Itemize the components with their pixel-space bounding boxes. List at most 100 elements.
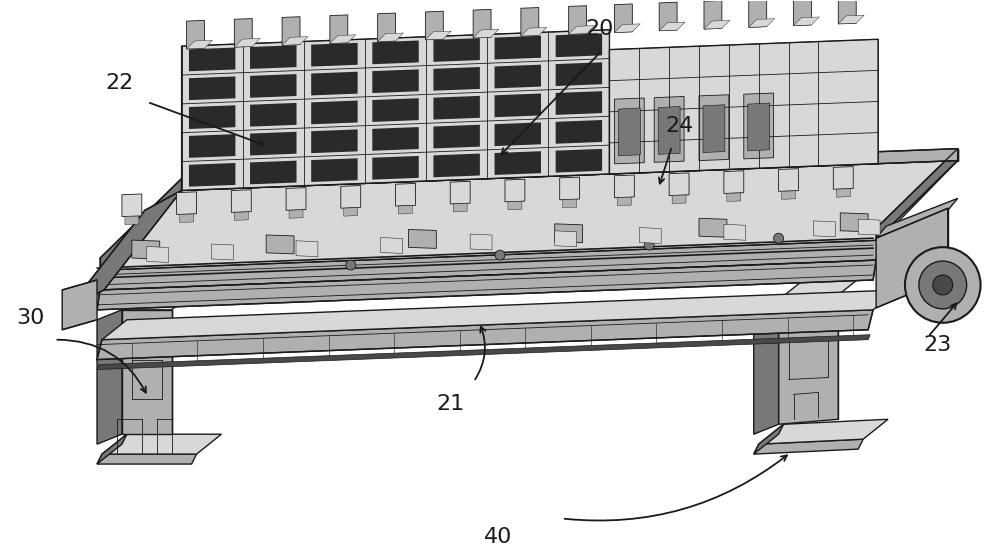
Polygon shape — [266, 235, 294, 254]
Polygon shape — [724, 224, 746, 240]
Polygon shape — [250, 161, 297, 184]
Polygon shape — [122, 310, 172, 434]
Polygon shape — [330, 35, 356, 43]
Polygon shape — [836, 189, 850, 197]
Polygon shape — [560, 177, 580, 200]
Polygon shape — [703, 105, 725, 152]
Polygon shape — [62, 280, 97, 330]
Polygon shape — [779, 295, 838, 424]
Polygon shape — [470, 234, 492, 250]
Polygon shape — [794, 0, 811, 25]
Polygon shape — [704, 20, 730, 29]
Polygon shape — [425, 31, 451, 40]
Polygon shape — [132, 240, 160, 259]
Circle shape — [905, 247, 981, 323]
Polygon shape — [617, 197, 631, 206]
Polygon shape — [754, 439, 863, 454]
Polygon shape — [296, 241, 318, 257]
Polygon shape — [672, 195, 686, 203]
Polygon shape — [876, 208, 948, 308]
Polygon shape — [289, 210, 303, 218]
Polygon shape — [727, 193, 741, 202]
Polygon shape — [614, 4, 632, 33]
Polygon shape — [97, 310, 873, 360]
Polygon shape — [569, 25, 595, 34]
Polygon shape — [782, 191, 796, 199]
Circle shape — [933, 275, 953, 295]
Polygon shape — [749, 0, 767, 27]
Polygon shape — [473, 9, 491, 38]
Polygon shape — [556, 91, 602, 115]
Polygon shape — [495, 151, 541, 175]
Polygon shape — [372, 127, 419, 151]
Polygon shape — [614, 24, 640, 33]
Polygon shape — [231, 190, 251, 212]
Polygon shape — [122, 290, 197, 310]
Polygon shape — [102, 434, 221, 454]
Polygon shape — [699, 95, 729, 161]
Polygon shape — [378, 33, 403, 42]
Polygon shape — [639, 228, 661, 243]
Polygon shape — [614, 175, 634, 198]
Polygon shape — [744, 93, 774, 159]
Polygon shape — [754, 300, 779, 434]
Polygon shape — [654, 96, 684, 162]
Polygon shape — [372, 40, 419, 64]
Polygon shape — [311, 158, 358, 182]
Polygon shape — [425, 11, 443, 40]
Polygon shape — [250, 74, 297, 98]
Polygon shape — [97, 310, 122, 444]
Polygon shape — [609, 39, 878, 174]
Polygon shape — [97, 260, 876, 310]
Polygon shape — [556, 120, 602, 143]
Polygon shape — [555, 224, 583, 243]
Polygon shape — [433, 38, 480, 62]
Polygon shape — [399, 206, 412, 214]
Polygon shape — [433, 96, 480, 120]
Polygon shape — [286, 188, 306, 211]
Polygon shape — [381, 238, 402, 253]
Polygon shape — [433, 153, 480, 177]
Polygon shape — [100, 178, 182, 270]
Polygon shape — [433, 125, 480, 148]
Polygon shape — [234, 212, 248, 220]
Polygon shape — [450, 181, 470, 204]
Polygon shape — [100, 240, 880, 290]
Polygon shape — [779, 275, 863, 300]
Polygon shape — [495, 122, 541, 146]
Polygon shape — [182, 148, 958, 191]
Polygon shape — [250, 45, 297, 69]
Polygon shape — [556, 33, 602, 57]
Polygon shape — [521, 28, 547, 36]
Circle shape — [774, 233, 784, 243]
Circle shape — [919, 261, 967, 309]
Polygon shape — [495, 94, 541, 117]
Polygon shape — [659, 2, 677, 31]
Polygon shape — [779, 169, 798, 191]
Polygon shape — [282, 37, 308, 45]
Polygon shape — [372, 69, 419, 93]
Polygon shape — [658, 106, 680, 155]
Polygon shape — [187, 20, 204, 49]
Polygon shape — [189, 134, 235, 158]
Polygon shape — [508, 201, 522, 210]
Polygon shape — [122, 194, 142, 217]
Polygon shape — [748, 103, 770, 151]
Polygon shape — [378, 13, 396, 42]
Polygon shape — [724, 171, 744, 193]
Polygon shape — [569, 6, 587, 34]
Polygon shape — [177, 192, 197, 214]
Polygon shape — [234, 19, 252, 47]
Polygon shape — [876, 198, 958, 238]
Polygon shape — [189, 105, 235, 129]
Text: 24: 24 — [665, 116, 693, 136]
Circle shape — [644, 240, 654, 250]
Polygon shape — [372, 98, 419, 122]
Polygon shape — [250, 103, 297, 127]
Polygon shape — [699, 218, 727, 237]
Polygon shape — [97, 335, 870, 370]
Circle shape — [495, 250, 505, 260]
Polygon shape — [556, 62, 602, 86]
Polygon shape — [344, 208, 358, 216]
Polygon shape — [211, 244, 233, 260]
